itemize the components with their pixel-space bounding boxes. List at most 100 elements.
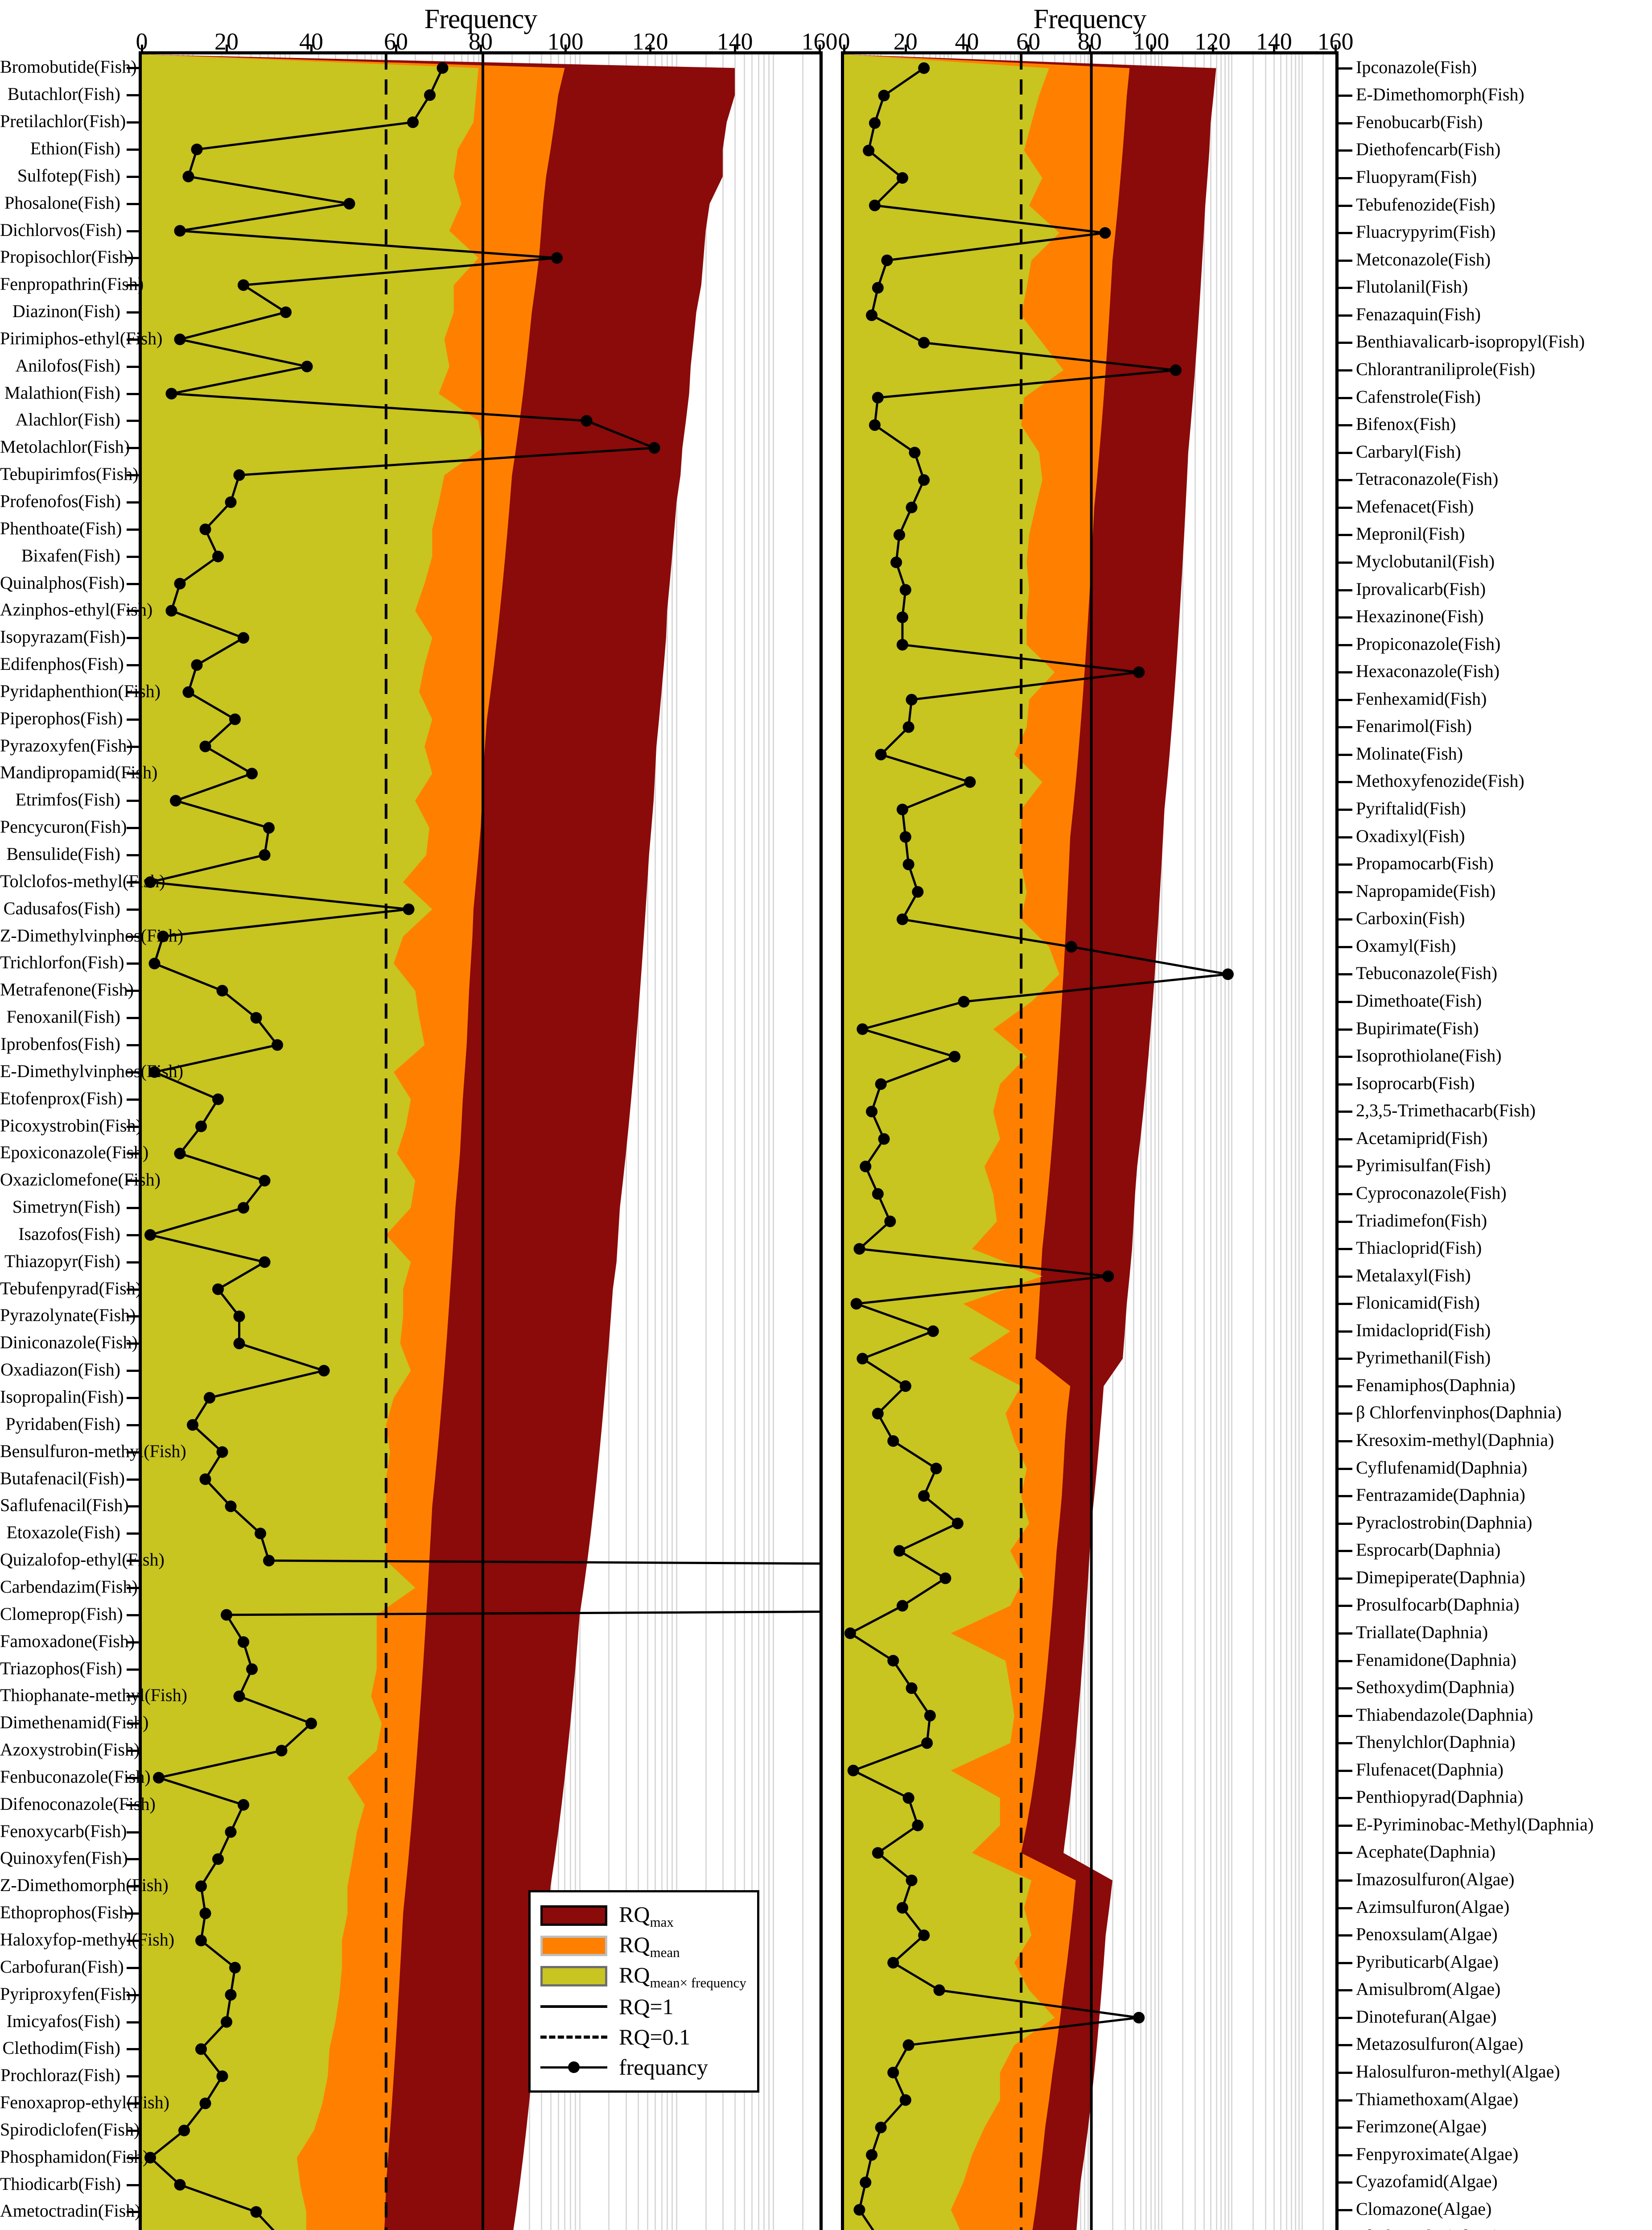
frequency-point xyxy=(225,496,237,508)
category-tick xyxy=(127,1776,142,1779)
frequency-point xyxy=(863,145,875,157)
legend-label-main: RQ xyxy=(619,1932,650,1957)
category-label: Pyributicarb(Algae) xyxy=(1356,1951,1499,1972)
category-tick xyxy=(1337,67,1352,70)
category-label: Fenobucarb(Fish) xyxy=(1356,112,1483,132)
category-label: Fenpyroximate(Algae) xyxy=(1356,2143,1519,2164)
frequency-point xyxy=(872,1847,884,1859)
category-tick xyxy=(1337,1852,1352,1854)
category-label: β Chlorfenvinphos(Daphnia) xyxy=(1356,1402,1562,1423)
rq-mean-frequency-area xyxy=(844,54,1063,2230)
frequency-point xyxy=(272,1039,283,1051)
legend-item[interactable]: RQ=1 xyxy=(540,1991,746,2022)
frequency-point xyxy=(182,686,194,698)
top-axis-tick-mark xyxy=(734,45,736,54)
category-tick xyxy=(127,420,142,422)
frequency-point xyxy=(238,1202,249,1214)
category-tick xyxy=(1337,1824,1352,1827)
legend-label: RQmean xyxy=(619,1932,680,1961)
category-tick xyxy=(1337,1742,1352,1745)
category-label: Azimsulfuron(Algae) xyxy=(1356,1896,1510,1917)
category-label: Diazinon(Fish) xyxy=(12,301,120,322)
category-tick xyxy=(1337,342,1352,344)
frequency-point xyxy=(221,2016,232,2028)
frequency-point xyxy=(878,90,890,102)
category-tick xyxy=(127,718,142,721)
legend-item[interactable]: RQ=0.1 xyxy=(540,2022,746,2052)
category-tick xyxy=(1337,314,1352,317)
frequency-point xyxy=(912,1819,924,1831)
legend-item[interactable]: frequancy xyxy=(540,2052,746,2082)
category-tick xyxy=(127,365,142,368)
top-axis-title: Frequency xyxy=(1033,4,1147,34)
frequency-point xyxy=(866,1106,877,1118)
category-tick xyxy=(127,1098,142,1101)
gridline xyxy=(676,54,678,2230)
category-tick xyxy=(127,1180,142,1182)
category-label: Oxaziclomefone(Fish) xyxy=(0,1169,161,1190)
category-label: Diniconazole(Fish) xyxy=(0,1332,138,1353)
category-label: Fenbuconazole(Fish) xyxy=(0,1766,151,1787)
frequency-point xyxy=(896,913,908,925)
legend-item[interactable]: RQmean xyxy=(540,1931,746,1961)
top-axis-tick-mark xyxy=(1027,45,1030,54)
gridline xyxy=(1154,54,1156,2230)
category-tick xyxy=(127,338,142,341)
legend-label: RQ=1 xyxy=(619,1994,674,2019)
category-tick xyxy=(127,935,142,938)
category-tick xyxy=(127,1994,142,1996)
frequency-point xyxy=(305,1718,317,1730)
category-tick xyxy=(1337,1632,1352,1635)
category-tick xyxy=(1337,589,1352,591)
category-label: Cyflufenamid(Daphnia) xyxy=(1356,1457,1528,1478)
category-label: Chlorantraniliprole(Fish) xyxy=(1356,359,1536,379)
category-tick xyxy=(127,528,142,531)
category-label: Pencycuron(Fish) xyxy=(0,817,127,837)
category-tick xyxy=(1337,1660,1352,1662)
category-tick xyxy=(127,908,142,911)
category-tick xyxy=(1337,2154,1352,2156)
category-tick xyxy=(1337,1330,1352,1333)
gridline xyxy=(705,54,707,2230)
category-tick xyxy=(1337,1303,1352,1305)
legend-label-sub: max xyxy=(650,1914,674,1930)
category-label: Quinalphos(Fish) xyxy=(0,572,125,593)
frequency-point xyxy=(872,1188,884,1200)
gridline xyxy=(734,54,736,2230)
frequency-point xyxy=(902,859,915,871)
category-tick xyxy=(127,311,142,314)
frequency-point xyxy=(195,2043,207,2055)
category-label: Halosulfuron-methyl(Algae) xyxy=(1356,2061,1560,2081)
category-tick xyxy=(1337,95,1352,97)
category-label: Alachlor(Fish) xyxy=(15,409,120,430)
category-tick xyxy=(127,230,142,232)
category-tick xyxy=(127,1560,142,1562)
category-label: Azoxystrobin(Fish) xyxy=(0,1739,140,1760)
category-label: Iprovalicarb(Fish) xyxy=(1356,578,1486,599)
top-axis-tick-mark xyxy=(904,45,907,54)
category-label: Quinoxyfen(Fish) xyxy=(0,1848,128,1868)
legend-item[interactable]: RQmax xyxy=(540,1900,746,1931)
category-tick xyxy=(127,121,142,124)
frequency-point xyxy=(906,1682,918,1694)
category-label: Methoxyfenozide(Fish) xyxy=(1356,771,1524,791)
category-tick xyxy=(1337,1687,1352,1690)
category-label: Pyriftalid(Fish) xyxy=(1356,798,1466,819)
category-tick xyxy=(127,1586,142,1589)
category-tick xyxy=(127,2021,142,2024)
category-label: Mefenpyr-diethyl(Fish) xyxy=(0,2229,168,2230)
top-axis-tick-mark xyxy=(1089,45,1091,54)
category-label: Spirodiclofen(Fish) xyxy=(0,2119,140,2139)
category-tick xyxy=(1337,1550,1352,1553)
gridline xyxy=(647,54,648,2230)
legend-item[interactable]: RQmean× frequency xyxy=(540,1961,746,1991)
category-label: E-Dimethomorph(Fish) xyxy=(1356,84,1524,105)
category-label: Bixafen(Fish) xyxy=(21,545,120,566)
frequency-point xyxy=(233,469,245,481)
category-label: Tolclofos-methyl(Fish) xyxy=(0,871,165,891)
category-tick xyxy=(1337,753,1352,756)
frequency-point xyxy=(233,1690,245,1702)
category-label: Tebuconazole(Fish) xyxy=(1356,963,1498,983)
category-tick xyxy=(127,1125,142,1128)
category-label: Metolachlor(Fish) xyxy=(0,437,130,457)
